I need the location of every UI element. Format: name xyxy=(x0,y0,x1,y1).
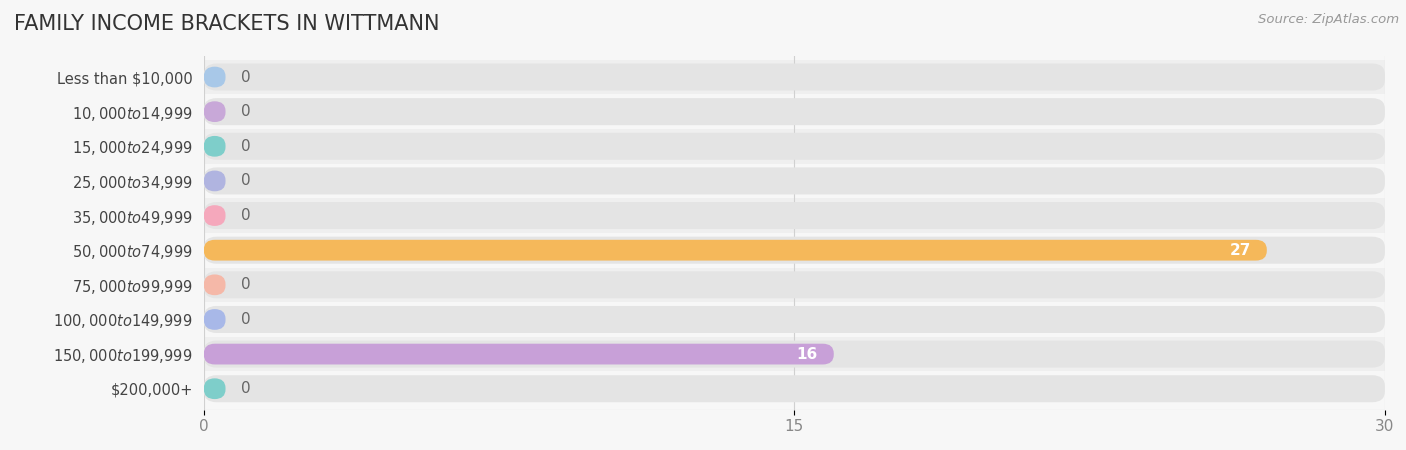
Text: 0: 0 xyxy=(242,381,250,396)
FancyBboxPatch shape xyxy=(204,171,225,191)
FancyBboxPatch shape xyxy=(204,337,1385,371)
FancyBboxPatch shape xyxy=(204,341,1385,368)
FancyBboxPatch shape xyxy=(204,167,1385,194)
FancyBboxPatch shape xyxy=(204,233,1385,267)
FancyBboxPatch shape xyxy=(204,274,225,295)
Text: 0: 0 xyxy=(242,70,250,85)
FancyBboxPatch shape xyxy=(204,67,225,87)
FancyBboxPatch shape xyxy=(204,302,1385,337)
FancyBboxPatch shape xyxy=(204,133,1385,160)
FancyBboxPatch shape xyxy=(204,378,225,399)
Text: 0: 0 xyxy=(242,173,250,189)
FancyBboxPatch shape xyxy=(204,309,225,330)
Text: 16: 16 xyxy=(797,346,818,362)
FancyBboxPatch shape xyxy=(204,164,1385,198)
Text: 0: 0 xyxy=(242,208,250,223)
Text: 0: 0 xyxy=(242,312,250,327)
FancyBboxPatch shape xyxy=(204,129,1385,164)
Text: Source: ZipAtlas.com: Source: ZipAtlas.com xyxy=(1258,14,1399,27)
FancyBboxPatch shape xyxy=(204,240,1267,261)
FancyBboxPatch shape xyxy=(204,198,1385,233)
Text: 0: 0 xyxy=(242,104,250,119)
FancyBboxPatch shape xyxy=(204,98,1385,125)
Text: 27: 27 xyxy=(1230,243,1251,258)
FancyBboxPatch shape xyxy=(204,202,1385,229)
FancyBboxPatch shape xyxy=(204,267,1385,302)
FancyBboxPatch shape xyxy=(204,344,834,364)
FancyBboxPatch shape xyxy=(204,101,225,122)
FancyBboxPatch shape xyxy=(204,63,1385,90)
FancyBboxPatch shape xyxy=(204,371,1385,406)
FancyBboxPatch shape xyxy=(204,205,225,226)
Text: FAMILY INCOME BRACKETS IN WITTMANN: FAMILY INCOME BRACKETS IN WITTMANN xyxy=(14,14,440,33)
Text: 0: 0 xyxy=(242,277,250,292)
FancyBboxPatch shape xyxy=(204,375,1385,402)
FancyBboxPatch shape xyxy=(204,136,225,157)
FancyBboxPatch shape xyxy=(204,271,1385,298)
FancyBboxPatch shape xyxy=(204,237,1385,264)
FancyBboxPatch shape xyxy=(204,306,1385,333)
FancyBboxPatch shape xyxy=(204,60,1385,94)
Text: 0: 0 xyxy=(242,139,250,154)
FancyBboxPatch shape xyxy=(204,94,1385,129)
